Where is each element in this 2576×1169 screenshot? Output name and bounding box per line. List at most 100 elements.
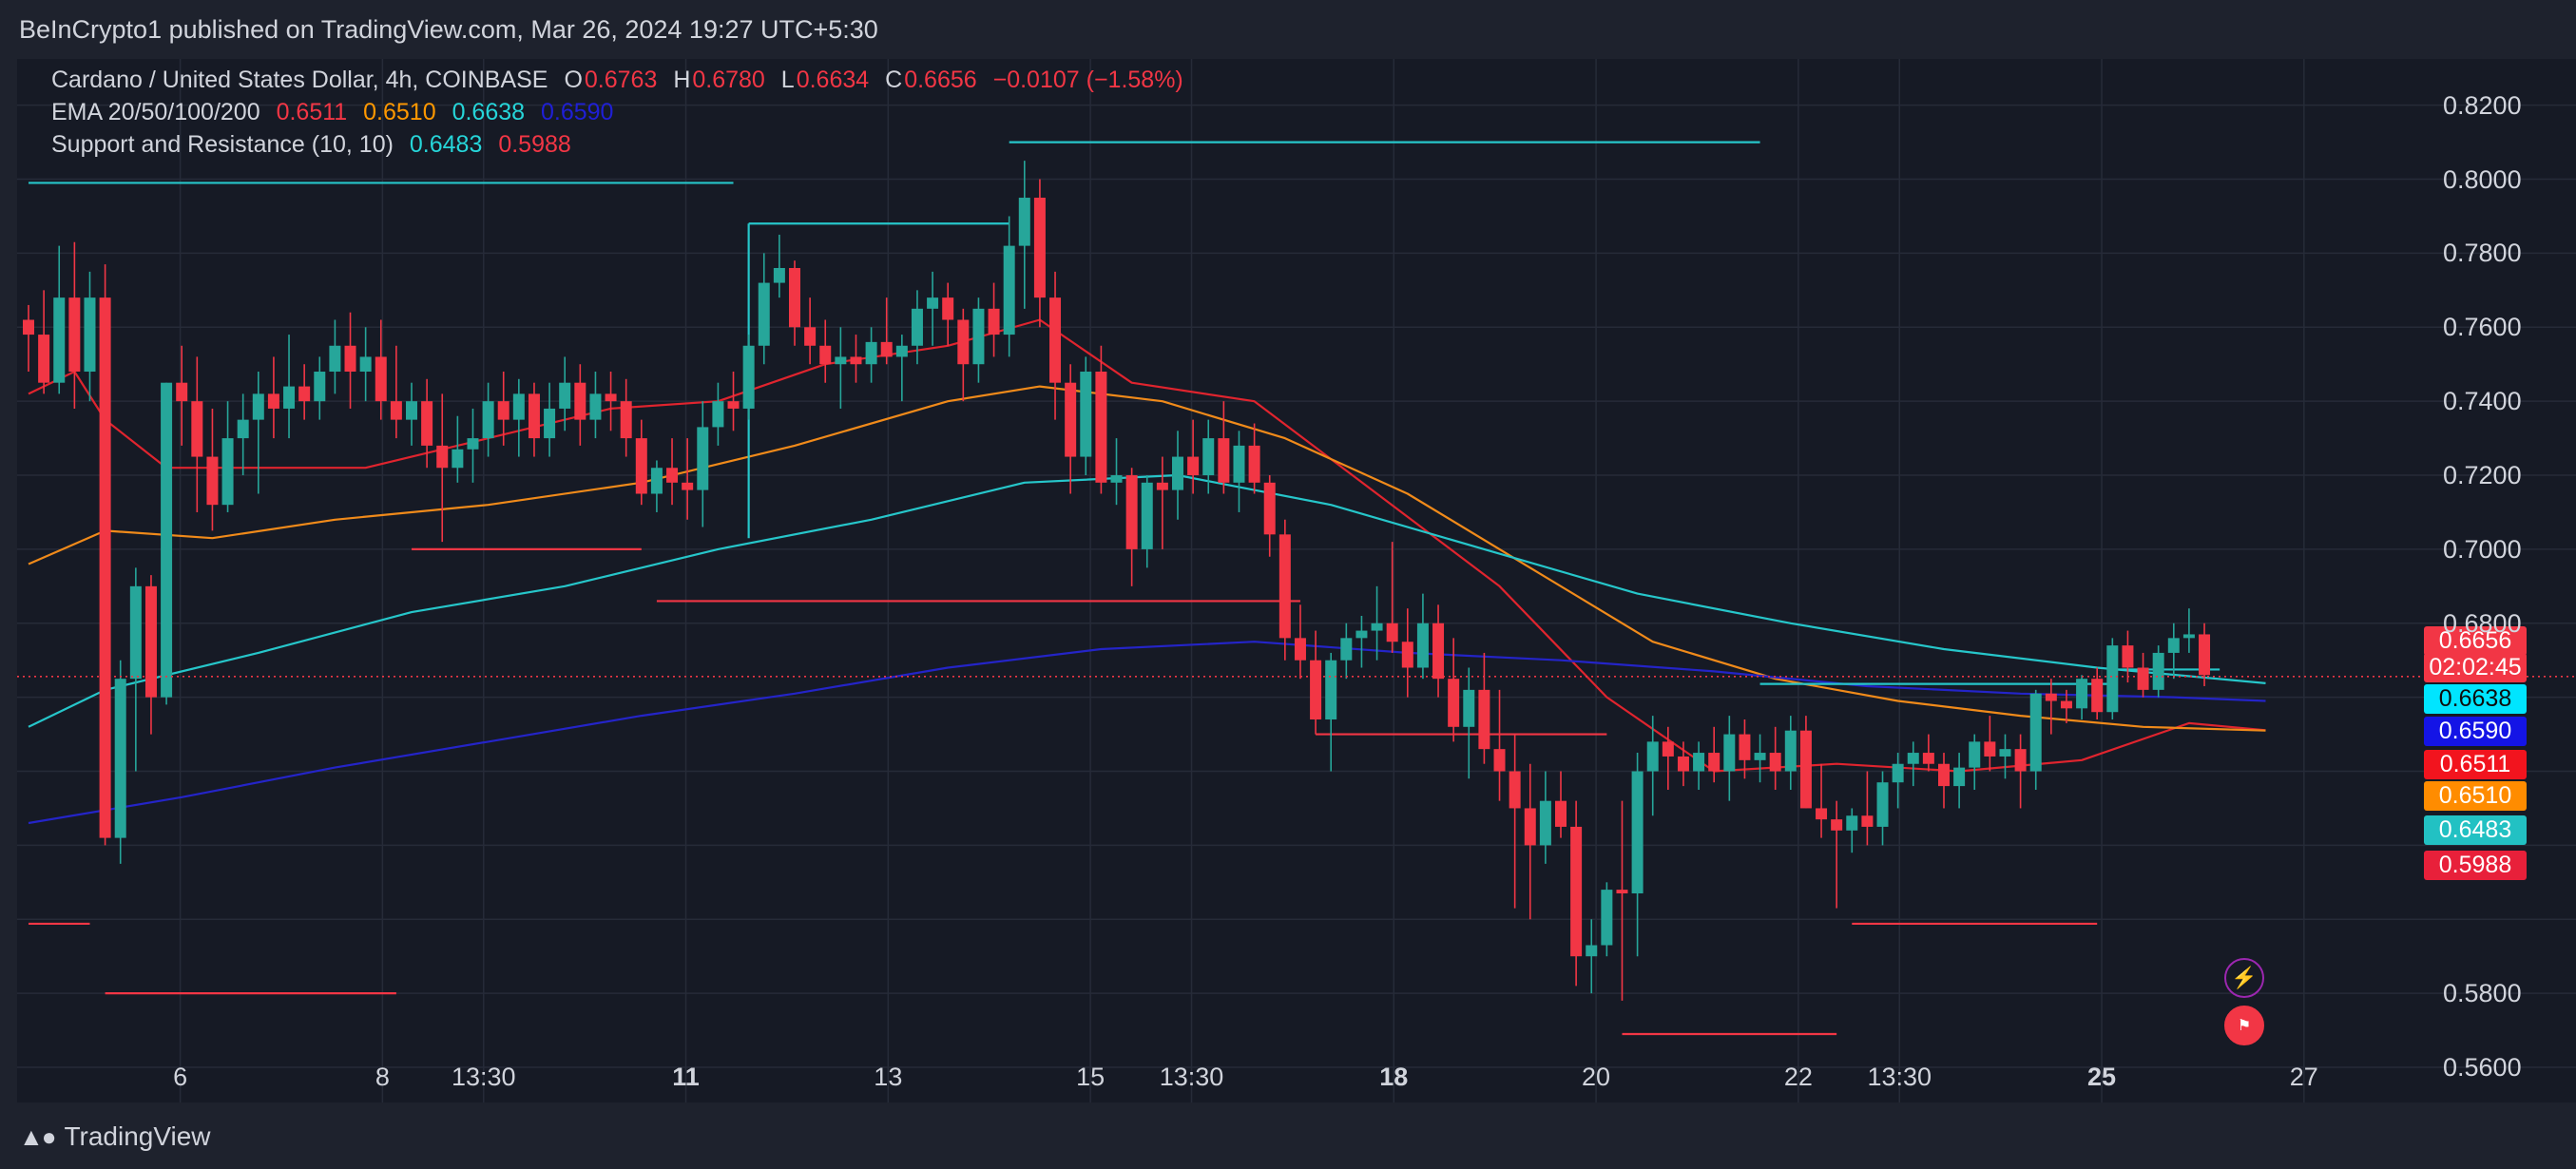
- candle-body: [789, 267, 800, 328]
- ema-indicator-name[interactable]: EMA 20/50/100/200: [51, 99, 260, 125]
- candle-body: [390, 401, 402, 420]
- candle-body: [972, 308, 985, 365]
- y-tick-label: 0.5800: [2443, 979, 2522, 1008]
- ema-legend[interactable]: EMA 20/50/100/200 0.6511 0.6510 0.6638 0…: [51, 99, 623, 126]
- candle-body: [1570, 826, 1583, 957]
- candle-body: [1999, 749, 2011, 757]
- candle-body: [758, 282, 770, 346]
- candle-body: [605, 393, 617, 402]
- candle-body: [1263, 482, 1276, 535]
- x-tick-label: 18: [1379, 1063, 1409, 1091]
- candle-body: [314, 372, 326, 402]
- candle-body: [1784, 730, 1797, 772]
- candle-body: [144, 585, 157, 698]
- candle-body: [574, 382, 586, 420]
- candle-body: [1616, 890, 1628, 894]
- candle-body: [589, 393, 602, 420]
- candle-body: [467, 438, 479, 450]
- header-bar: BeInCrypto1 published on TradingView.com…: [0, 0, 2576, 59]
- close-value: 0.6656: [904, 67, 977, 93]
- candle-body: [1033, 198, 1046, 298]
- candle-body: [697, 427, 709, 490]
- candle-body: [1769, 753, 1781, 772]
- candle-body: [2060, 700, 2072, 709]
- candle-body: [84, 297, 96, 373]
- ema20-tag: 0.6511: [2424, 750, 2527, 779]
- candle-body: [2199, 634, 2211, 676]
- candle-body: [911, 308, 923, 346]
- candle-body: [1831, 819, 1843, 831]
- candle-body: [1218, 438, 1230, 483]
- price-chart[interactable]: [17, 59, 2576, 1102]
- candle-body: [880, 341, 893, 357]
- candle-body: [99, 297, 111, 838]
- candle-body: [712, 401, 724, 428]
- candle-body: [1969, 741, 1981, 768]
- y-tick-label: 0.8200: [2443, 90, 2522, 120]
- candle-body: [421, 401, 433, 446]
- brand-name: TradingView: [64, 1121, 211, 1151]
- candle-body: [1953, 767, 1966, 787]
- candle-body: [895, 345, 908, 357]
- countdown-tag: 02:02:45: [2424, 653, 2527, 682]
- tradingview-logo[interactable]: ▲● TradingView: [19, 1121, 211, 1152]
- x-tick-label: 13:30: [1159, 1063, 1224, 1091]
- ema-line-ema200: [28, 641, 2266, 825]
- candle-body: [1294, 638, 1306, 661]
- candle-body: [114, 679, 126, 838]
- low-value: 0.6634: [796, 67, 870, 93]
- candle-body: [68, 297, 81, 373]
- ema50-tag: 0.6510: [2424, 781, 2527, 811]
- candle-body: [666, 468, 679, 483]
- candle-body: [1586, 945, 1598, 957]
- candle-body: [206, 456, 219, 506]
- sr-support-value: 0.5988: [498, 131, 571, 158]
- candle-body: [1080, 372, 1092, 457]
- tradingview-mark-icon: ▲●: [19, 1121, 56, 1151]
- candle-body: [1141, 482, 1153, 549]
- candle-body: [1739, 734, 1751, 760]
- ema200-tag: 0.6590: [2424, 717, 2527, 746]
- resistance-tag: 0.6483: [2424, 815, 2527, 845]
- candle-body: [528, 393, 540, 439]
- ema20-value: 0.6511: [276, 99, 348, 125]
- low-label: L: [780, 67, 795, 93]
- candle-body: [2076, 679, 2088, 709]
- y-tick-label: 0.7600: [2443, 313, 2522, 342]
- candle-body: [742, 345, 755, 409]
- sr-indicator-name[interactable]: Support and Resistance (10, 10): [51, 131, 394, 158]
- candle-body: [544, 408, 556, 439]
- candle-body: [1065, 382, 1077, 457]
- candle-body: [1095, 372, 1107, 483]
- ema-line-ema50: [28, 385, 2266, 732]
- candle-body: [1723, 734, 1736, 772]
- x-tick-label: 13:30: [1867, 1063, 1932, 1091]
- candle-body: [1278, 534, 1291, 639]
- us-flag-icon[interactable]: ⚑: [2224, 1006, 2264, 1045]
- x-tick-label: 13:30: [451, 1063, 516, 1091]
- candle-body: [176, 382, 188, 402]
- candle-body: [957, 319, 970, 365]
- candle-body: [1202, 438, 1215, 476]
- candle-body: [804, 327, 817, 346]
- sr-legend[interactable]: Support and Resistance (10, 10) 0.6483 0…: [51, 131, 581, 159]
- candle-body: [650, 468, 663, 494]
- publish-info: BeInCrypto1 published on TradingView.com…: [19, 15, 878, 44]
- candle-body: [1478, 689, 1490, 750]
- sr-resistance-value: 0.6483: [409, 131, 483, 158]
- symbol-title[interactable]: Cardano / United States Dollar, 4h, COIN…: [51, 67, 548, 93]
- candle-body: [1463, 689, 1475, 727]
- candle-body: [1416, 623, 1429, 668]
- chart-pane[interactable]: Cardano / United States Dollar, 4h, COIN…: [17, 59, 2576, 1102]
- candle-body: [927, 297, 939, 309]
- candle-body: [773, 267, 785, 283]
- high-value: 0.6780: [692, 67, 765, 93]
- candle-body: [1156, 482, 1168, 490]
- candle-body: [1018, 198, 1030, 246]
- y-tick-label: 0.7000: [2443, 534, 2522, 564]
- candle-body: [497, 401, 509, 420]
- candle-body: [436, 445, 449, 469]
- lightning-icon[interactable]: ⚡: [2224, 958, 2264, 998]
- change-value: −0.0107 (−1.58%): [992, 67, 1183, 93]
- candle-body: [1509, 771, 1521, 809]
